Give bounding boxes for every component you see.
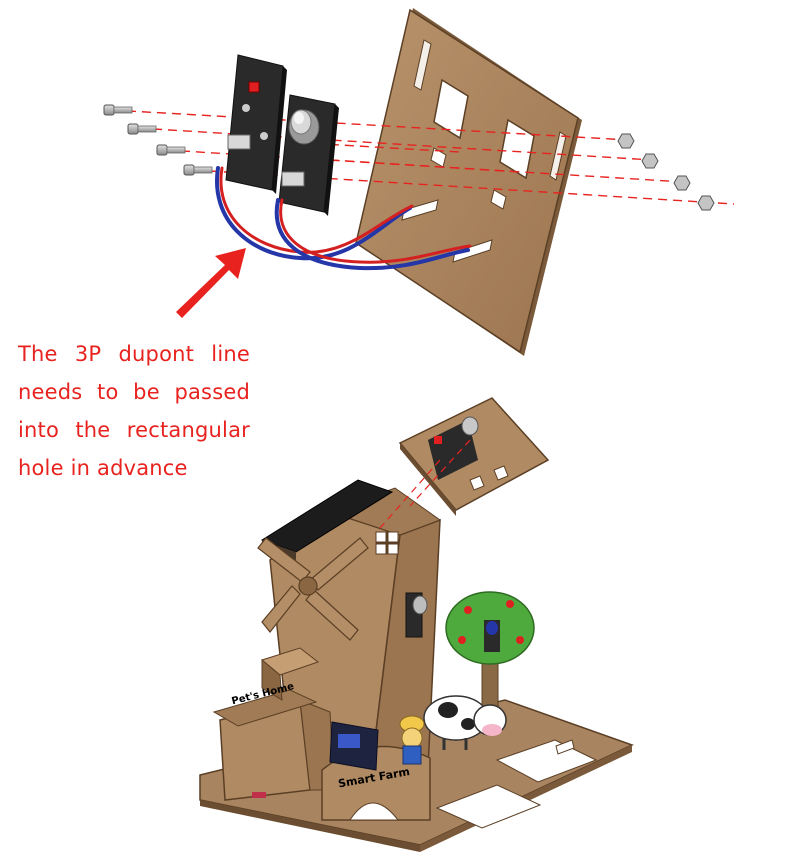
controller-board — [329, 721, 379, 771]
dupont-wires — [214, 166, 472, 271]
screw-icon — [156, 144, 186, 156]
nut-icon — [697, 195, 715, 211]
wooden-panel — [355, 8, 582, 356]
nut-icon — [617, 133, 635, 149]
nut-icon — [641, 153, 659, 169]
farmer-icon — [399, 715, 425, 765]
screw-icon — [183, 164, 213, 176]
base-connector — [252, 792, 266, 798]
exploded-panel-view — [103, 8, 735, 356]
screws — [103, 104, 213, 176]
windmill-icon — [257, 537, 369, 641]
mounted-sensor — [405, 592, 428, 638]
screw-icon — [127, 123, 157, 135]
mount-guide-lines — [379, 439, 471, 529]
assembled-farm: Pet's Home Smart Farm — [199, 397, 634, 852]
nut-icon — [673, 175, 691, 191]
mill-window — [375, 531, 399, 555]
led-icon — [248, 81, 260, 93]
sensor-module — [278, 94, 339, 216]
sensor-knob-icon — [288, 109, 320, 145]
detached-panel — [398, 397, 550, 516]
pet-house: Pet's Home — [212, 647, 335, 801]
screw-icon — [103, 104, 133, 116]
cow-icon — [423, 695, 507, 750]
instruction-note: The 3P dupont line needs to be passed in… — [18, 342, 250, 480]
nuts — [617, 133, 715, 211]
led-module — [225, 54, 287, 194]
arrow-icon — [176, 248, 246, 318]
